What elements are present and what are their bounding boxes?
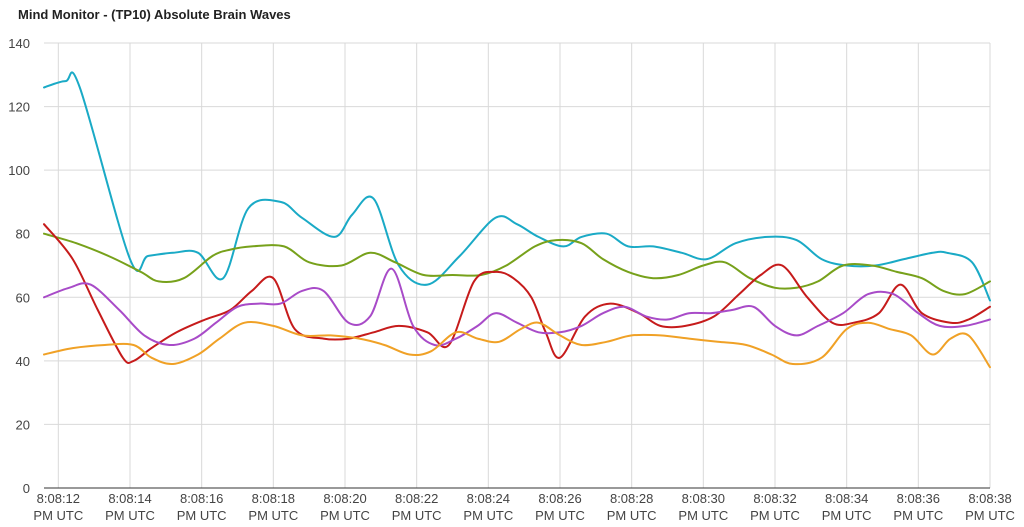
series-line-3 [43,223,991,365]
x-tick-label: 8:08:26 PM UTC [535,491,585,523]
x-tick-zone: PM UTC [463,508,513,523]
x-tick-label: 8:08:34 PM UTC [822,491,872,523]
x-tick-label: 8:08:16 PM UTC [177,491,227,523]
x-tick-label: 8:08:38 PM UTC [965,491,1015,523]
x-tick-time: 8:08:14 [108,491,151,506]
series-line-5 [43,321,991,369]
y-tick-label: 20 [16,417,30,432]
y-tick-label: 100 [8,163,30,178]
x-tick-zone: PM UTC [607,508,657,523]
y-tick-label: 120 [8,100,30,115]
x-tick-time: 8:08:20 [323,491,366,506]
x-tick-time: 8:08:30 [682,491,725,506]
series-line-1 [43,71,991,302]
x-tick-label: 8:08:18 PM UTC [248,491,298,523]
x-tick-zone: PM UTC [248,508,298,523]
x-tick-label: 8:08:28 PM UTC [607,491,657,523]
y-tick-label: 80 [16,227,30,242]
x-tick-zone: PM UTC [822,508,872,523]
x-tick-label: 8:08:30 PM UTC [678,491,728,523]
x-tick-label: 8:08:20 PM UTC [320,491,370,523]
chart-title: Mind Monitor - (TP10) Absolute Brain Wav… [18,7,291,22]
x-tick-zone: PM UTC [392,508,442,523]
x-tick-time: 8:08:12 [37,491,80,506]
x-tick-label: 8:08:22 PM UTC [392,491,442,523]
x-tick-zone: PM UTC [177,508,227,523]
x-tick-time: 8:08:26 [538,491,581,506]
y-tick-label: 40 [16,354,30,369]
y-tick-label: 140 [8,36,30,51]
x-tick-time: 8:08:24 [467,491,510,506]
y-tick-label: 0 [23,481,30,496]
x-tick-zone: PM UTC [535,508,585,523]
series-lines [43,71,991,369]
x-tick-zone: PM UTC [320,508,370,523]
x-tick-label: 8:08:12 PM UTC [33,491,83,523]
x-tick-time: 8:08:32 [753,491,796,506]
x-tick-zone: PM UTC [965,508,1015,523]
x-tick-zone: PM UTC [678,508,728,523]
x-tick-zone: PM UTC [33,508,83,523]
axes: 0 20 40 60 80 100 120 140 8:08:12 PM UTC 8:08:14 PM… [8,36,1015,523]
x-tick-zone: PM UTC [893,508,943,523]
series-line-4 [43,267,991,347]
x-tick-time: 8:08:34 [825,491,868,506]
x-tick-label: 8:08:36 PM UTC [893,491,943,523]
x-tick-zone: PM UTC [105,508,155,523]
x-tick-time: 8:08:36 [897,491,940,506]
x-tick-time: 8:08:18 [252,491,295,506]
y-tick-label: 60 [16,290,30,305]
x-tick-label: 8:08:32 PM UTC [750,491,800,523]
x-tick-zone: PM UTC [750,508,800,523]
series-line-2 [43,232,991,296]
x-tick-label: 8:08:24 PM UTC [463,491,513,523]
x-tick-label: 8:08:14 PM UTC [105,491,155,523]
x-tick-time: 8:08:38 [968,491,1011,506]
x-tick-time: 8:08:22 [395,491,438,506]
x-tick-time: 8:08:16 [180,491,223,506]
x-tick-time: 8:08:28 [610,491,653,506]
